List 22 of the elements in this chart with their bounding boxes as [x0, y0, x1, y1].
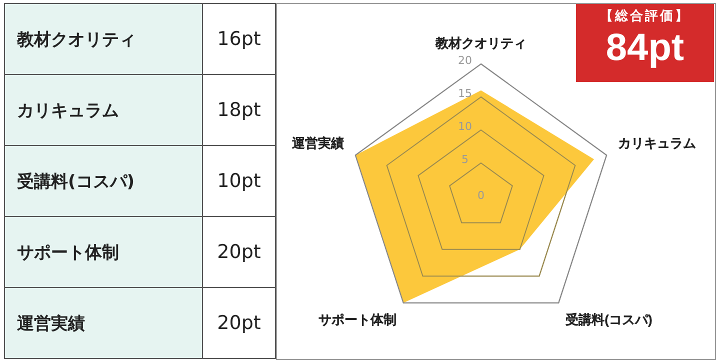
text: 20pt — [202, 288, 276, 358]
text: カリキュラム — [4, 74, 202, 146]
y-tick-label: 5 — [462, 152, 468, 166]
spoke-label: サポート体制 — [318, 312, 396, 327]
y-tick-label: 10 — [458, 120, 472, 133]
text: 運営実績 — [4, 288, 202, 358]
spoke-label: カリキュラム — [618, 135, 696, 150]
spoke-label: 受講料(コスパ) — [564, 312, 652, 327]
spoke-label: 運営実績 — [291, 135, 344, 150]
text: 10pt — [202, 146, 276, 216]
spoke-label: 教材クオリティ — [434, 36, 526, 51]
text: サポート体制 — [4, 216, 202, 288]
text: 受講料(コスパ) — [4, 146, 202, 216]
y-tick-label: 0 — [478, 188, 484, 202]
y-tick-label: 15 — [458, 86, 472, 100]
text: 【総合評価】 — [599, 8, 691, 25]
text: 84pt — [604, 26, 686, 71]
text: 教材クオリティ — [4, 4, 202, 74]
text: 16pt — [202, 4, 276, 74]
text: 18pt — [202, 74, 276, 146]
y-tick-label: 20 — [458, 54, 472, 67]
text: 20pt — [202, 216, 276, 288]
